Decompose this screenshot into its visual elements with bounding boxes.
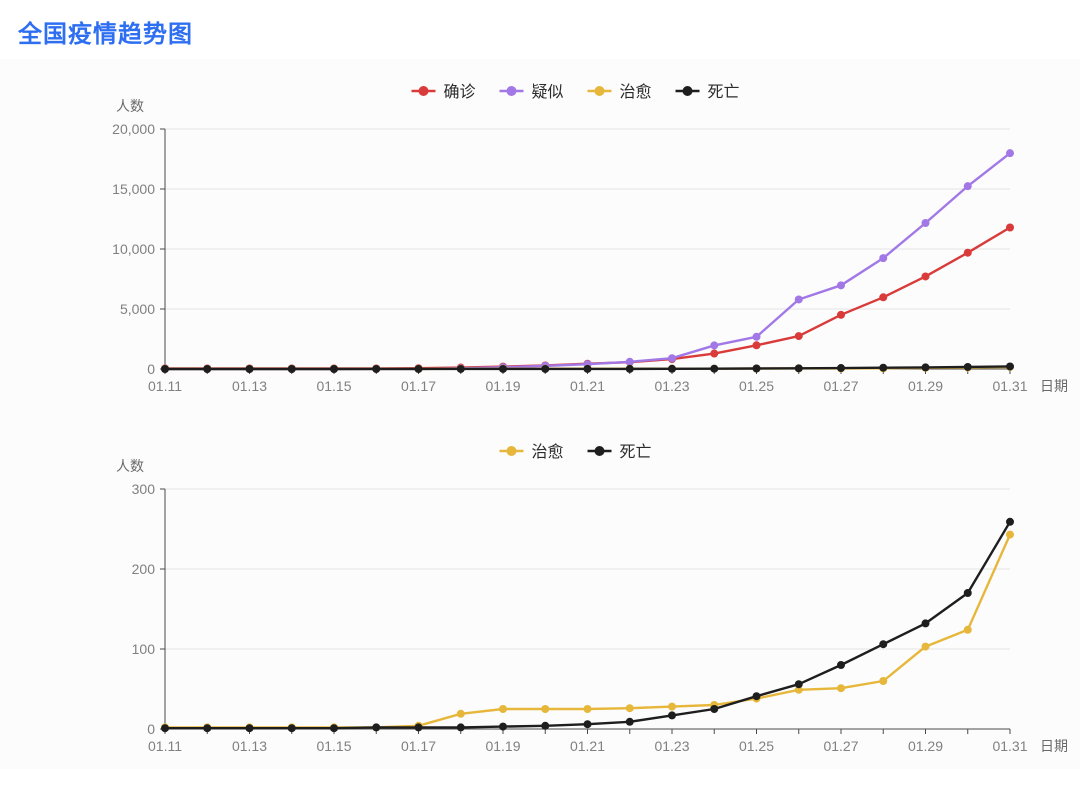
svg-text:确诊: 确诊: [444, 83, 476, 101]
svg-text:01.21: 01.21: [570, 738, 605, 754]
svg-text:日期: 日期: [1040, 378, 1068, 394]
svg-text:0: 0: [147, 721, 155, 737]
svg-text:治愈: 治愈: [620, 83, 652, 101]
svg-text:01.27: 01.27: [823, 738, 858, 754]
svg-text:人数: 人数: [116, 458, 144, 474]
svg-text:0: 0: [147, 361, 155, 377]
charts-container: 05,00010,00015,00020,00001.1101.1301.150…: [0, 59, 1080, 769]
svg-text:01.31: 01.31: [992, 378, 1027, 394]
svg-text:01.11: 01.11: [148, 738, 182, 754]
trend-chart-1: 0 5,000 10,000 15,000 20,000 01.11 01.13 01.15 0…: [10, 69, 1070, 429]
trend-chart-2-svg: 0 100 200 300 01.11 01.13 01.15 01.17 01.19 01.21…: [10, 429, 1070, 769]
svg-text:01.31: 01.31: [992, 738, 1027, 754]
svg-text:治愈: 治愈: [532, 443, 564, 461]
svg-text:01.17: 01.17: [401, 378, 436, 394]
svg-text:01.23: 01.23: [654, 738, 689, 754]
svg-text:01.13: 01.13: [232, 738, 267, 754]
svg-text:20,000: 20,000: [112, 121, 155, 137]
svg-text:5,000: 5,000: [120, 301, 155, 317]
svg-text:300: 300: [132, 481, 156, 497]
svg-text:01.15: 01.15: [316, 378, 351, 394]
svg-text:01.17: 01.17: [401, 738, 436, 754]
trend-chart-2: 0 100 200 300 01.11 01.13 01.15 01.17 01.19 01.21…: [10, 429, 1070, 769]
svg-text:死亡: 死亡: [708, 83, 740, 101]
svg-text:死亡: 死亡: [620, 443, 652, 461]
svg-text:01.23: 01.23: [654, 378, 689, 394]
svg-text:01.19: 01.19: [485, 378, 520, 394]
svg-text:日期: 日期: [1040, 738, 1068, 754]
svg-text:01.25: 01.25: [739, 378, 774, 394]
svg-text:疑似: 疑似: [532, 83, 564, 101]
trend-chart-1-svg: 0 5,000 10,000 15,000 20,000 01.11 01.13 01.15 0…: [10, 69, 1070, 429]
svg-text:01.13: 01.13: [232, 378, 267, 394]
page-root: 全国疫情趋势图 0 5,000 10,000 15,000 20,000 01.11 01.…: [0, 0, 1080, 804]
svg-text:200: 200: [132, 561, 156, 577]
svg-text:10,000: 10,000: [112, 241, 155, 257]
title-bar: 全国疫情趋势图: [0, 0, 1080, 59]
svg-text:15,000: 15,000: [112, 181, 155, 197]
svg-text:01.27: 01.27: [823, 378, 858, 394]
svg-text:01.19: 01.19: [485, 738, 520, 754]
svg-text:100: 100: [132, 641, 156, 657]
svg-text:01.15: 01.15: [316, 738, 351, 754]
svg-text:01.25: 01.25: [739, 738, 774, 754]
page-title: 全国疫情趋势图: [18, 14, 1062, 49]
svg-text:人数: 人数: [116, 98, 144, 114]
svg-text:01.11: 01.11: [148, 378, 182, 394]
svg-text:01.29: 01.29: [908, 738, 943, 754]
svg-text:01.29: 01.29: [908, 378, 943, 394]
svg-text:01.21: 01.21: [570, 378, 605, 394]
